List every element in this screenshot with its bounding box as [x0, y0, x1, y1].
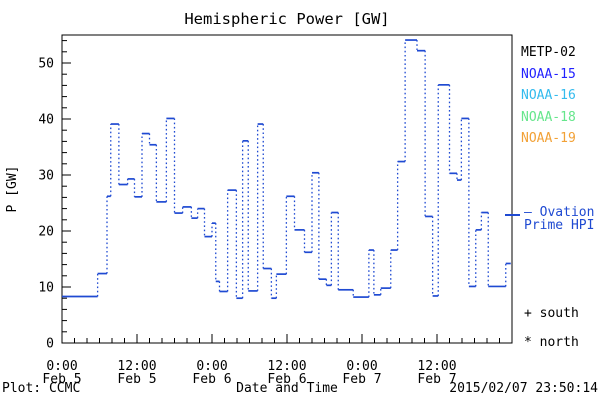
- svg-text:Feb 7: Feb 7: [417, 372, 456, 387]
- legend-item-noaa19: NOAA-19: [521, 131, 576, 146]
- svg-text:12:00: 12:00: [267, 359, 306, 374]
- chart-title: Hemispheric Power [GW]: [184, 10, 390, 28]
- plot-credit: Plot: CCMC: [2, 381, 81, 396]
- ovation-label-line1: — Ovation: [524, 205, 595, 220]
- svg-text:Feb 6: Feb 6: [192, 372, 231, 387]
- plot-timestamp: 2015/02/07 23:50:14: [449, 381, 598, 396]
- plot-frame: [61, 34, 513, 344]
- legend-item-metp02: METP-02: [521, 45, 576, 60]
- svg-text:50: 50: [38, 57, 54, 72]
- svg-text:Feb 7: Feb 7: [342, 372, 381, 387]
- svg-text:12:00: 12:00: [117, 359, 156, 374]
- svg-text:0:00: 0:00: [196, 359, 227, 374]
- south-marker-label: + south: [524, 306, 579, 321]
- north-marker-label: * north: [524, 335, 579, 350]
- legend-item-noaa15: NOAA-15: [521, 67, 576, 82]
- svg-text:20: 20: [38, 225, 54, 240]
- x-axis-title: Date and Time: [236, 381, 338, 396]
- svg-text:0: 0: [46, 337, 54, 352]
- ovation-prime-hpi-trace: [62, 39, 511, 300]
- svg-text:0:00: 0:00: [346, 359, 377, 374]
- legend-item-noaa18: NOAA-18: [521, 110, 576, 125]
- svg-text:30: 30: [38, 169, 54, 184]
- svg-text:12:00: 12:00: [417, 359, 456, 374]
- y-axis-label: P [GW]: [5, 166, 20, 213]
- svg-text:Feb 5: Feb 5: [42, 372, 81, 387]
- svg-text:Feb 6: Feb 6: [267, 372, 306, 387]
- ovation-prime-hpi-label: — Ovation Prime HPI: [524, 206, 594, 232]
- svg-text:0:00: 0:00: [46, 359, 77, 374]
- legend-item-noaa16: NOAA-16: [521, 88, 576, 103]
- ovation-label-line2: Prime HPI: [524, 218, 595, 233]
- svg-text:40: 40: [38, 113, 54, 128]
- svg-text:10: 10: [38, 281, 54, 296]
- svg-text:Feb 5: Feb 5: [117, 372, 156, 387]
